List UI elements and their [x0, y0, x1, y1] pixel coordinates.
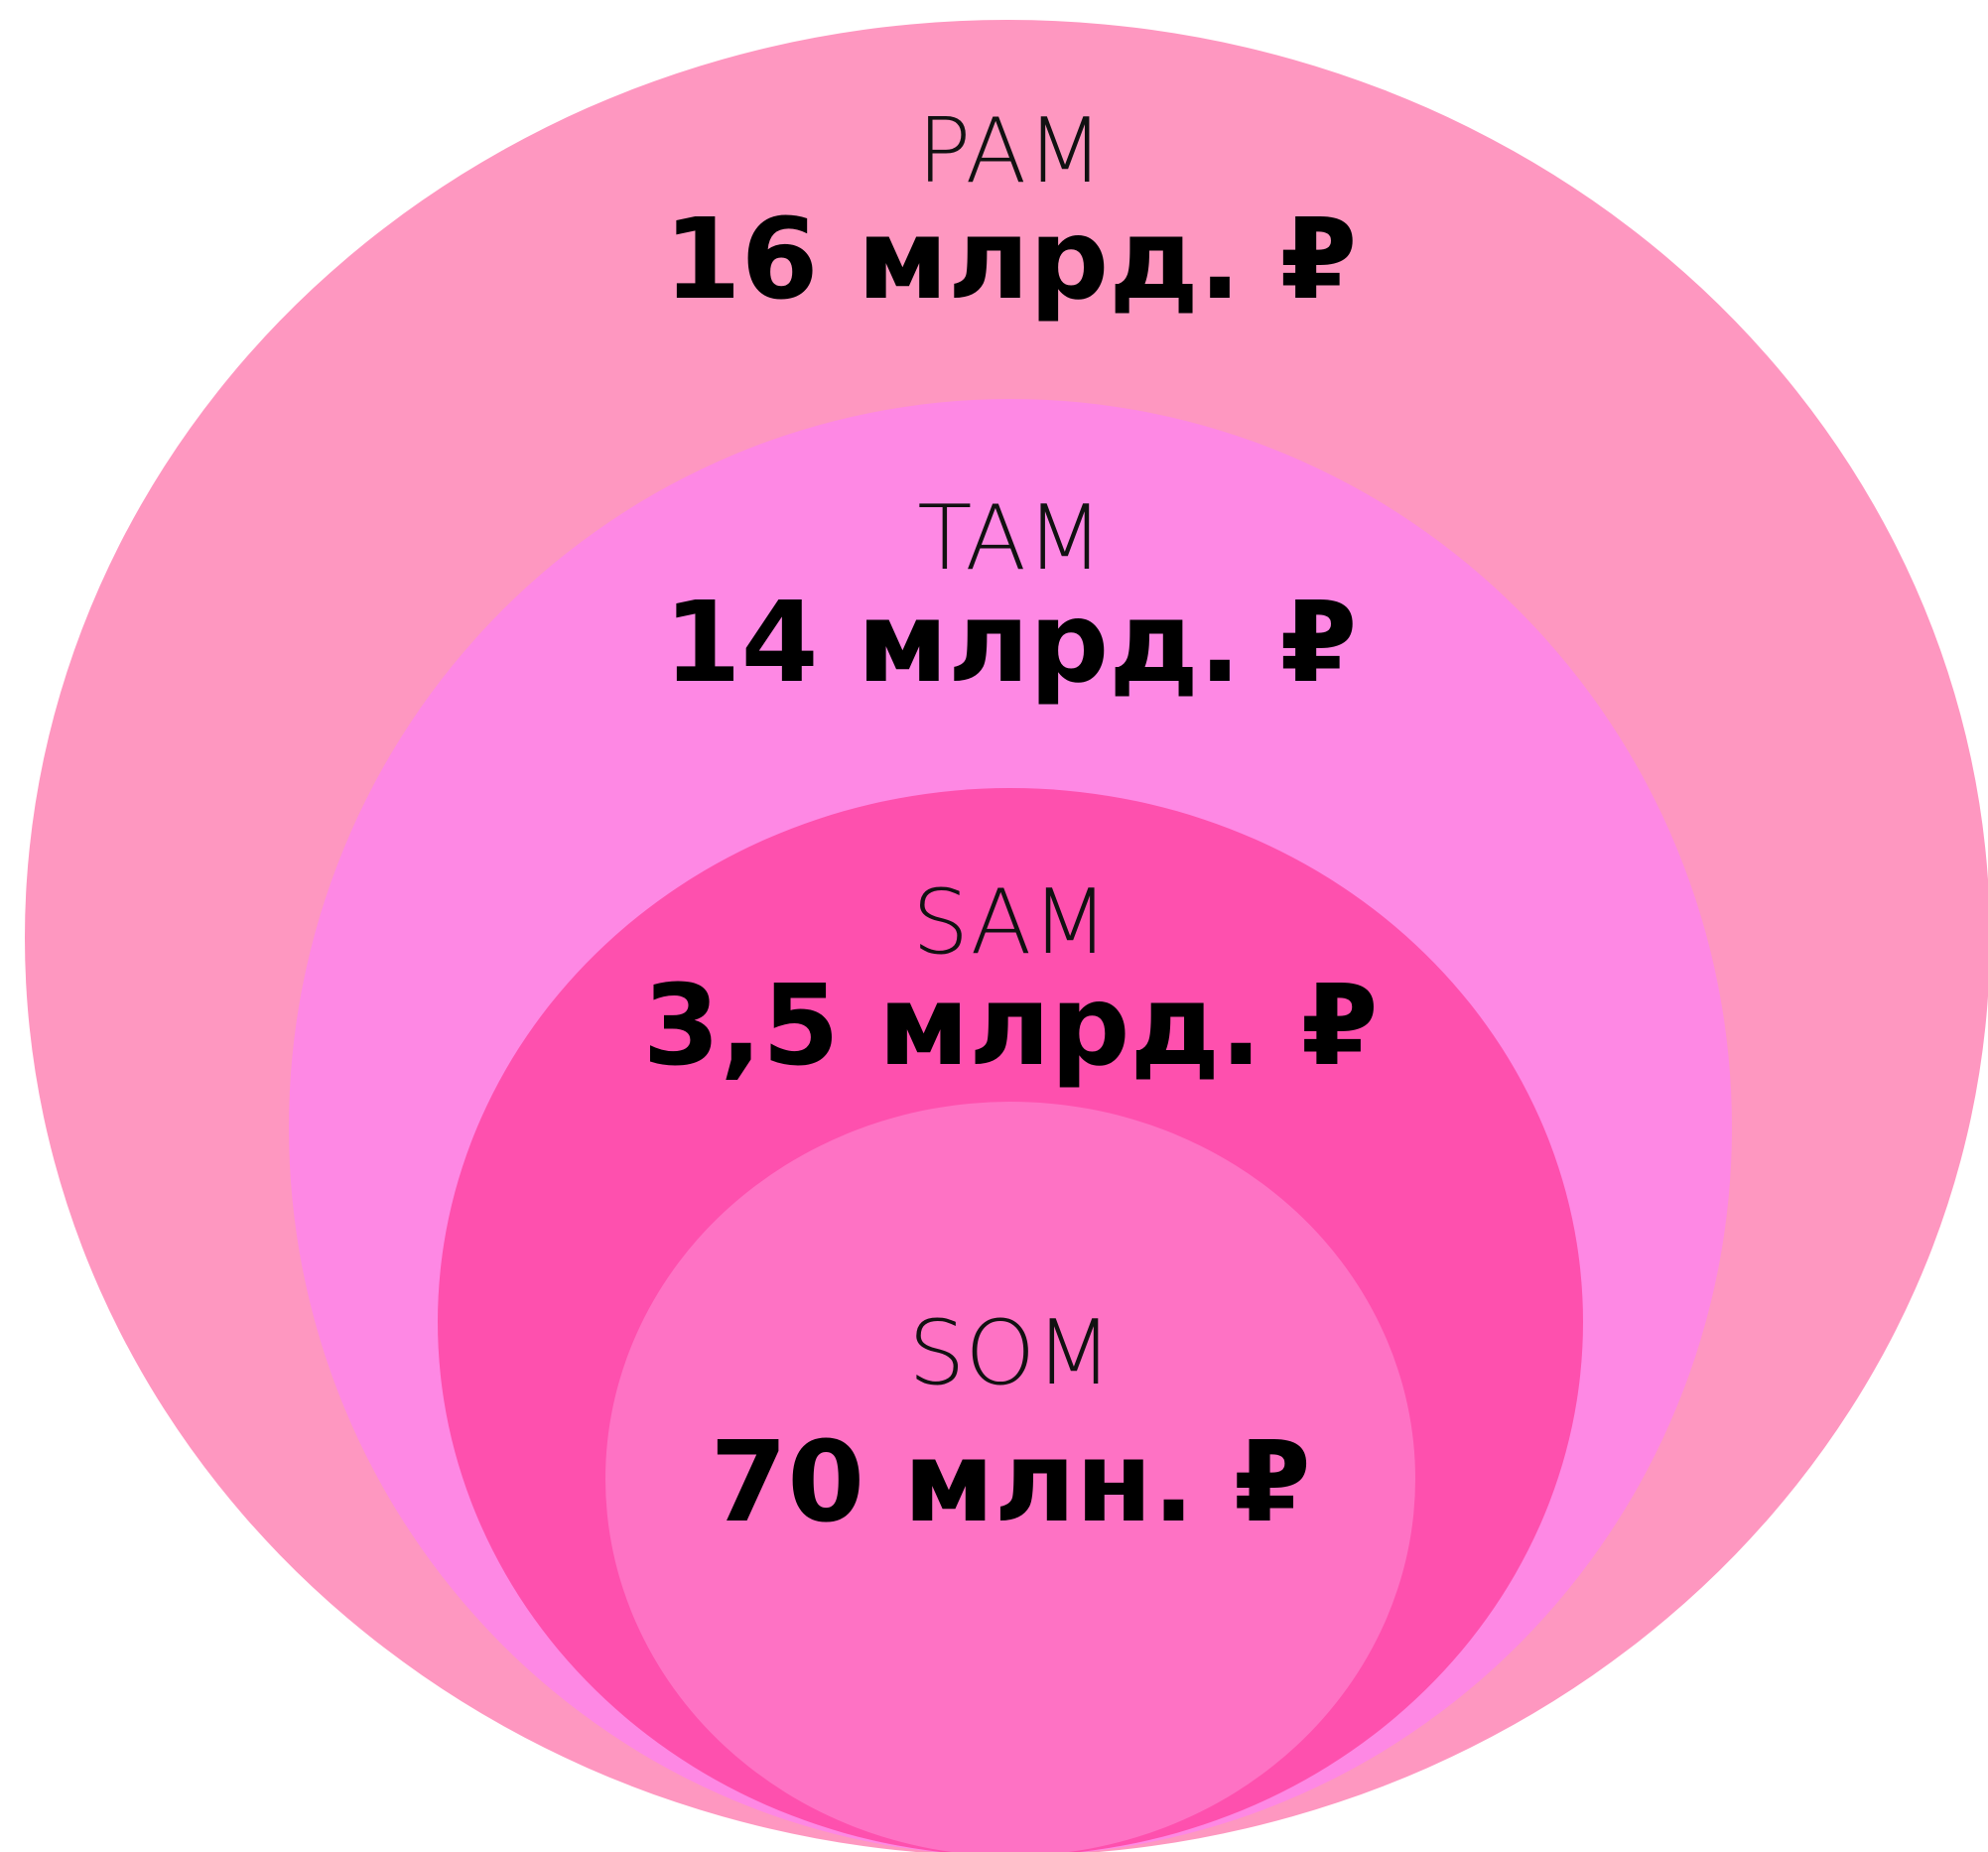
som-value: 70 млн. ₽	[710, 1418, 1310, 1547]
sam-value: 3,5 млрд. ₽	[642, 962, 1378, 1091]
pam-value: 16 млрд. ₽	[664, 196, 1358, 325]
som-label: SOM	[908, 1301, 1113, 1405]
tam-label: TAM	[917, 486, 1103, 591]
pam-label: PAM	[917, 99, 1104, 203]
tam-value: 14 млрд. ₽	[664, 579, 1358, 708]
sam-label: SAM	[912, 870, 1109, 975]
som-ellipse	[605, 1102, 1415, 1852]
